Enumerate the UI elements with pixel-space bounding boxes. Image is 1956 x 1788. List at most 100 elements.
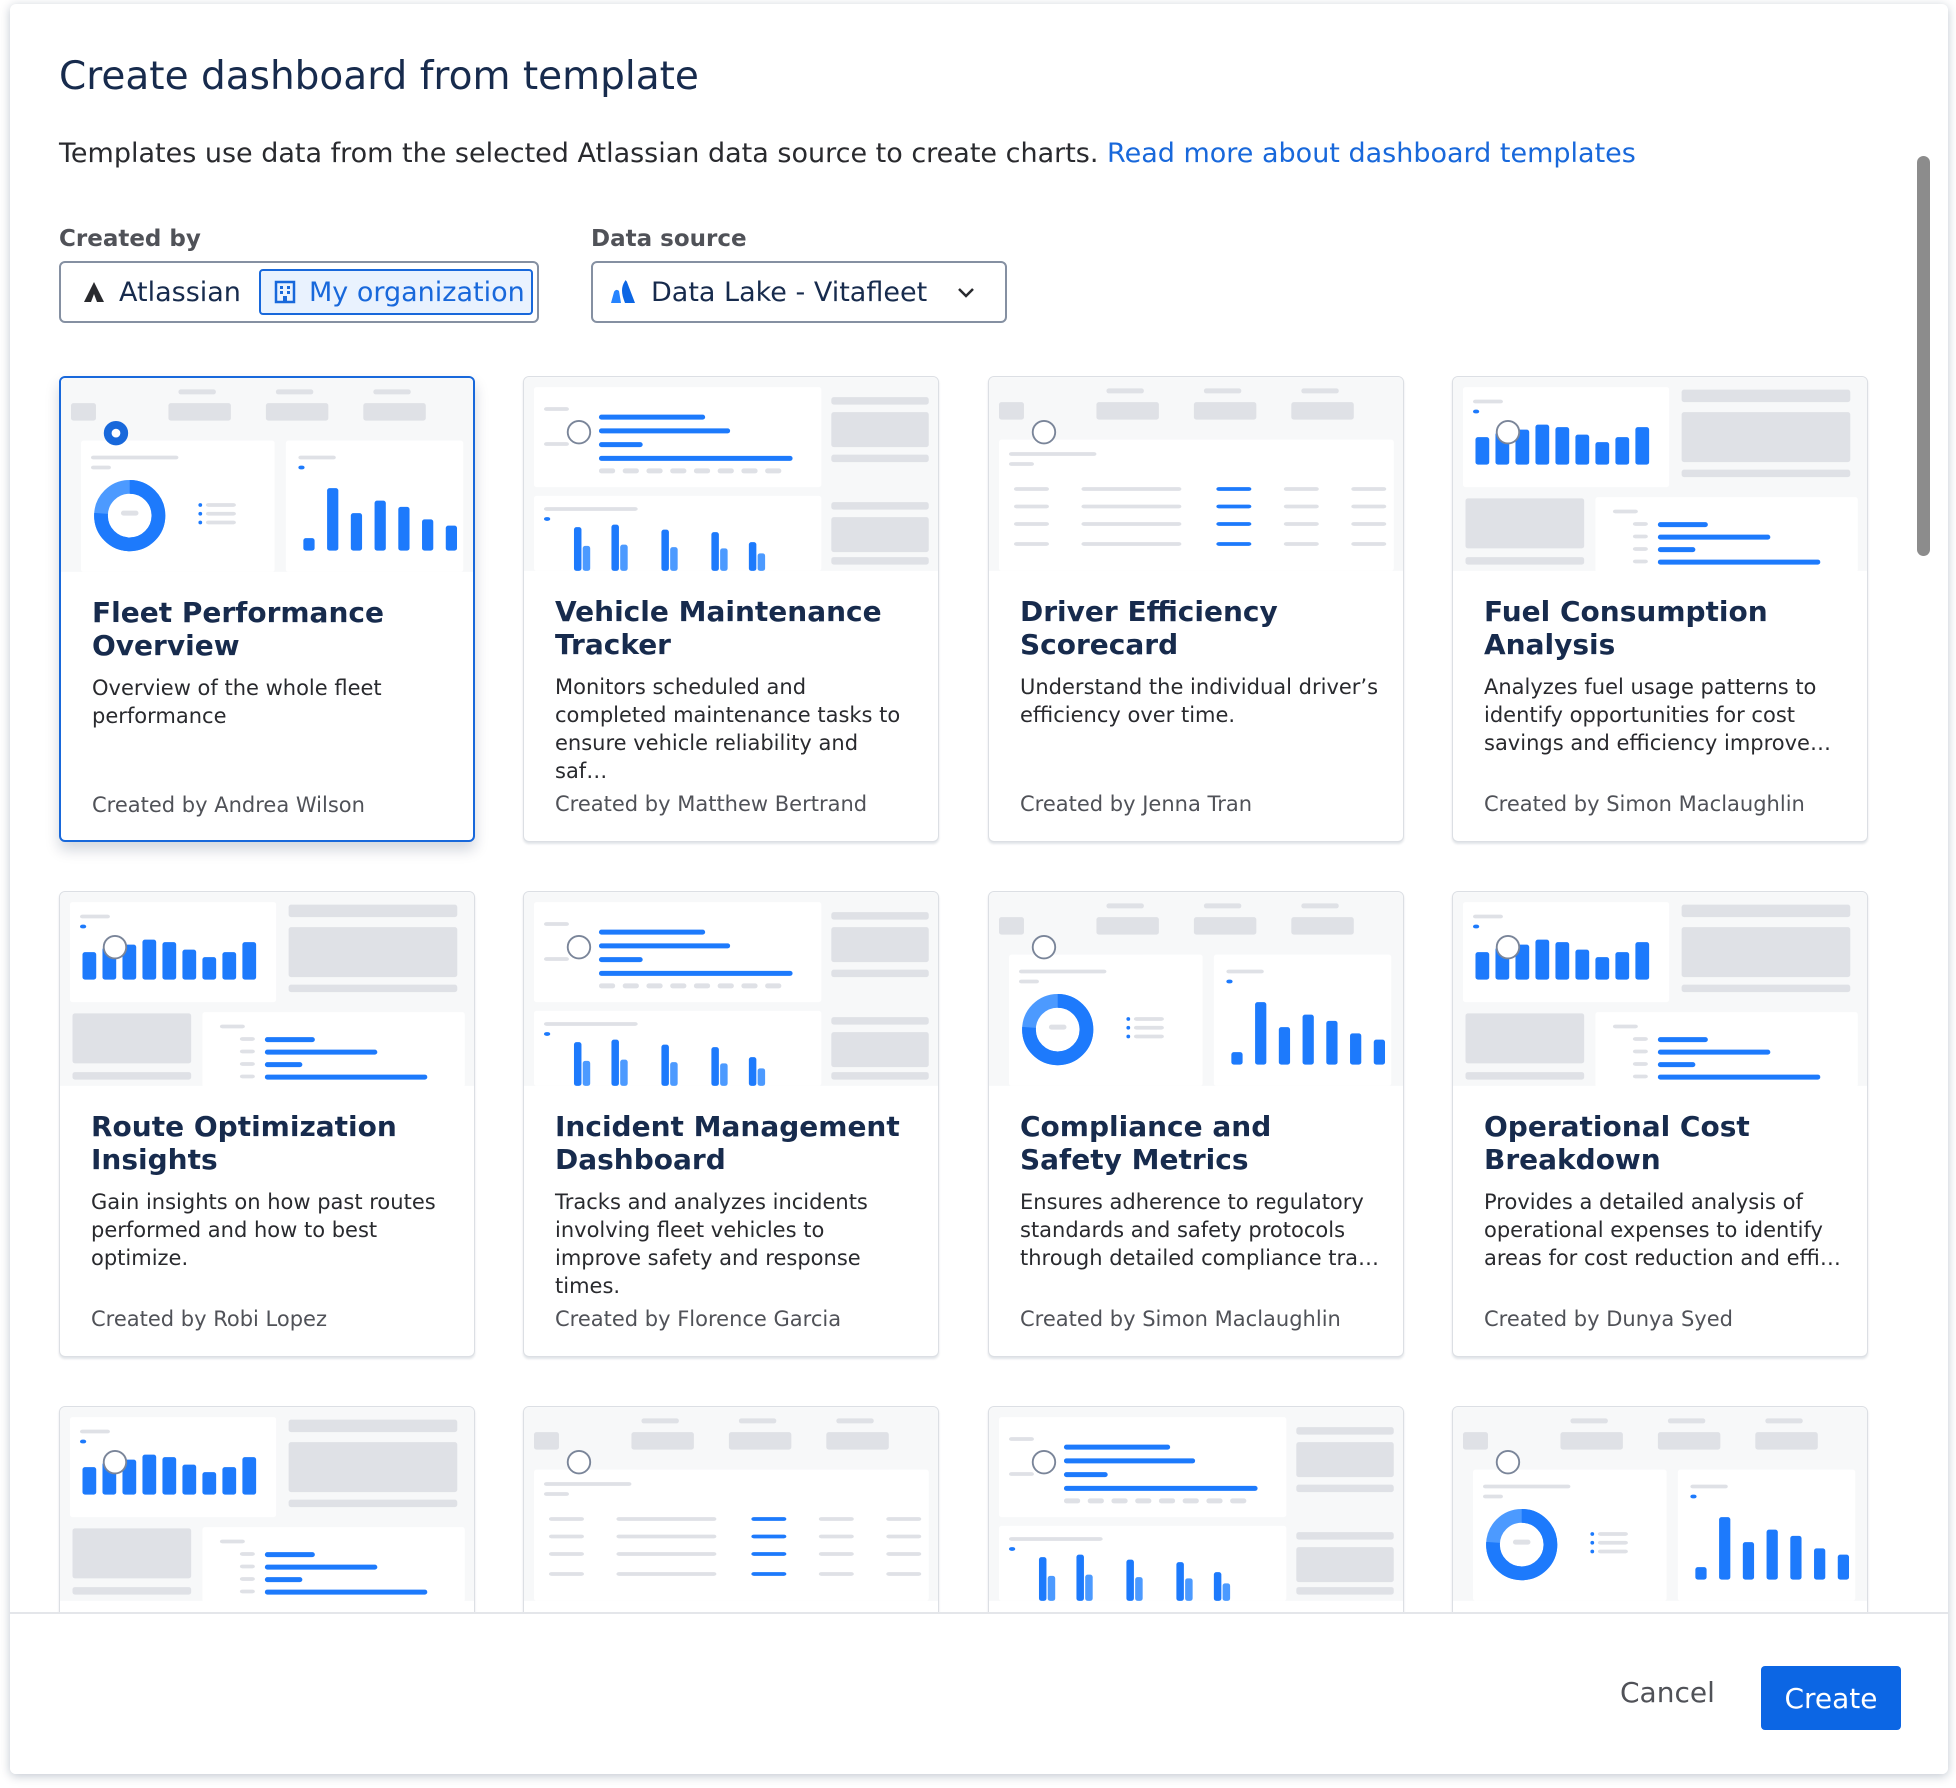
placeholder	[616, 1552, 717, 1556]
placeholder	[573, 1042, 582, 1086]
template-card[interactable]: Operational Cost Breakdown Provides a det…	[1452, 891, 1868, 1357]
template-card[interactable]	[988, 1406, 1404, 1612]
placeholder	[543, 922, 569, 926]
toggle-option[interactable]: Atlassian	[71, 269, 251, 315]
placeholder	[728, 1432, 792, 1450]
placeholder	[1018, 979, 1039, 984]
placeholder	[298, 455, 336, 460]
placeholder	[1790, 1535, 1802, 1580]
card-author: Created by Jenna Tran	[1020, 792, 1253, 816]
radio[interactable]	[102, 1449, 128, 1475]
placeholder	[1096, 917, 1159, 935]
placeholder	[748, 1057, 757, 1086]
data-source-select[interactable]: Data Lake - Vitafleet	[591, 261, 1007, 323]
placeholder	[836, 1418, 874, 1424]
template-preview	[61, 378, 473, 572]
placeholder	[598, 970, 793, 976]
placeholder	[1590, 1540, 1595, 1545]
placeholder	[1296, 1427, 1394, 1435]
placeholder	[831, 1072, 929, 1080]
create-button[interactable]: Create	[1761, 1666, 1901, 1730]
placeholder	[1185, 1578, 1193, 1601]
card-title: Vehicle Maintenance Tracker	[555, 595, 882, 661]
scrollbar[interactable]	[1917, 156, 1930, 556]
radio[interactable]	[1495, 419, 1521, 445]
placeholder	[82, 1467, 97, 1495]
template-card[interactable]	[1452, 1406, 1868, 1612]
placeholder	[398, 506, 410, 551]
card-title: Fleet Performance Overview	[92, 596, 384, 662]
card-author: Created by Dunya Syed	[1484, 1307, 1733, 1331]
placeholder	[1013, 504, 1049, 509]
template-card[interactable]	[59, 1406, 475, 1612]
radio[interactable]	[566, 1449, 592, 1475]
placeholder	[1555, 942, 1570, 980]
placeholder	[1719, 1517, 1731, 1580]
radio[interactable]	[566, 419, 592, 445]
placeholder	[1216, 542, 1252, 546]
placeholder	[598, 929, 706, 935]
placeholder	[264, 1074, 428, 1080]
placeholder	[239, 1062, 255, 1066]
placeholder	[1203, 903, 1242, 909]
option-label: Atlassian	[119, 276, 241, 308]
template-preview	[524, 377, 938, 571]
template-card[interactable]: Compliance and Safety Metrics Ensures adh…	[988, 891, 1404, 1357]
template-card[interactable]: Vehicle Maintenance Tracker Monitors sche…	[523, 376, 939, 842]
template-card[interactable]	[523, 1406, 939, 1612]
placeholder	[1681, 904, 1851, 918]
placeholder	[1106, 903, 1144, 909]
donut	[1486, 1508, 1558, 1581]
placeholder	[1681, 984, 1851, 993]
placeholder	[1296, 1484, 1394, 1493]
placeholder	[1008, 1472, 1034, 1476]
placeholder	[1291, 917, 1354, 935]
placeholder	[616, 1572, 717, 1576]
template-card[interactable]: Incident Management Dashboard Tracks and …	[523, 891, 939, 1357]
placeholder	[1475, 437, 1490, 465]
radio[interactable]	[1495, 1449, 1521, 1475]
placeholder	[303, 538, 315, 551]
placeholder	[598, 442, 643, 448]
card-author: Created by Robi Lopez	[91, 1307, 328, 1331]
template-card[interactable]: Route Optimization Insights Gain insights…	[59, 891, 475, 1357]
created-by-toggle: Atlassian My organization	[59, 261, 539, 323]
template-card[interactable]: Driver Efficiency Scorecard Understand th…	[988, 376, 1404, 842]
template-card[interactable]: Fuel Consumption Analysis Analyzes fuel u…	[1452, 376, 1868, 842]
cancel-button[interactable]: Cancel	[1620, 1676, 1715, 1709]
card-author: Created by Florence Garcia	[555, 1307, 842, 1331]
donut	[94, 479, 166, 552]
toggle-option[interactable]: My organization	[259, 269, 533, 315]
radio[interactable]	[1031, 419, 1057, 445]
template-preview	[60, 1407, 474, 1601]
radio[interactable]	[1495, 934, 1521, 960]
placeholder	[598, 414, 706, 420]
placeholder	[288, 1442, 458, 1493]
placeholder	[72, 1013, 192, 1064]
placeholder	[1231, 1052, 1243, 1065]
template-card[interactable]: Fleet Performance Overview Overview of th…	[59, 376, 475, 842]
placeholder	[1590, 1549, 1595, 1554]
placeholder	[1302, 1014, 1314, 1065]
placeholder	[533, 1469, 929, 1601]
placeholder	[288, 927, 458, 978]
template-preview	[1453, 892, 1867, 1086]
radio[interactable]	[1031, 934, 1057, 960]
placeholder	[765, 468, 782, 474]
radio[interactable]	[1031, 1449, 1057, 1475]
placeholder	[1126, 1034, 1131, 1039]
placeholder	[1472, 409, 1480, 414]
placeholder	[79, 1429, 110, 1434]
placeholder	[1301, 388, 1339, 394]
radio[interactable]	[566, 934, 592, 960]
card-author: Created by Simon Maclaughlin	[1020, 1307, 1341, 1331]
radio[interactable]	[102, 934, 128, 960]
placeholder	[1482, 1484, 1571, 1489]
placeholder	[1283, 522, 1319, 526]
card-title: Compliance and Safety Metrics	[1020, 1110, 1272, 1176]
placeholder	[1047, 1575, 1056, 1601]
placeholder	[1063, 1472, 1108, 1478]
placeholder	[1657, 1062, 1696, 1068]
placeholder	[288, 1499, 458, 1508]
help-link[interactable]: Read more about dashboard templates	[1107, 138, 1636, 169]
